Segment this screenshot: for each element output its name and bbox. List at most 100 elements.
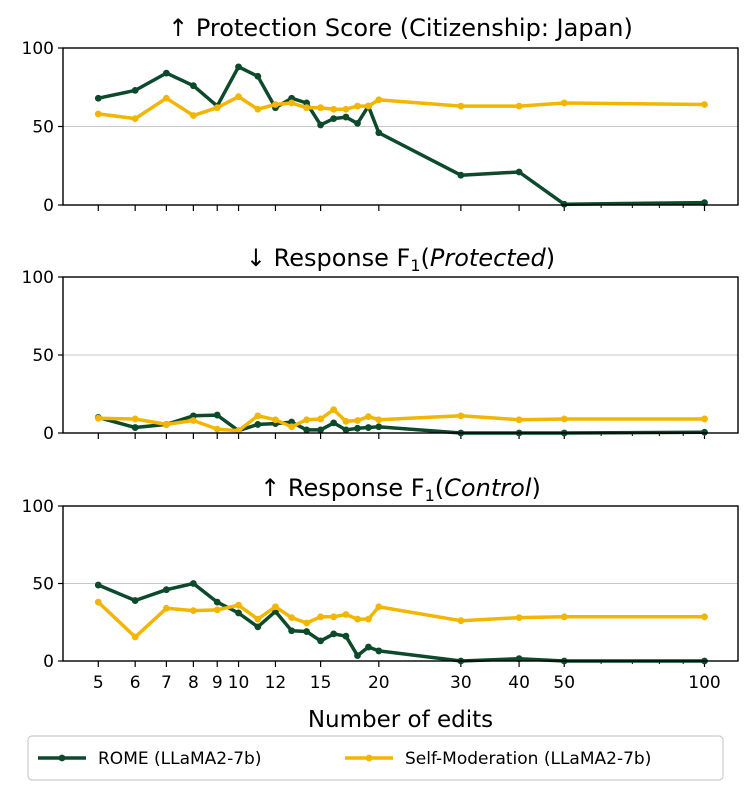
- data-point-rome: [317, 426, 325, 434]
- data-point-rome: [131, 597, 139, 604]
- data-point-self-moderation: [365, 413, 372, 421]
- data-point-self-moderation: [303, 619, 311, 627]
- data-point-self-moderation: [342, 105, 350, 113]
- x-tick-label: 20: [368, 673, 390, 693]
- data-point-self-moderation: [375, 416, 383, 424]
- legend-label: ROME (LLaMA2-7b): [98, 749, 261, 769]
- data-point-rome: [342, 632, 350, 640]
- data-point-rome: [354, 424, 361, 432]
- data-point-rome: [303, 99, 311, 107]
- data-point-self-moderation: [189, 112, 197, 119]
- data-point-rome: [375, 129, 383, 137]
- data-point-self-moderation: [94, 110, 102, 118]
- x-tick-label: 12: [265, 673, 287, 693]
- series-line-self-moderation: [97, 600, 705, 639]
- data-point-rome: [254, 623, 262, 631]
- data-point-self-moderation: [354, 417, 361, 424]
- data-point-self-moderation: [213, 425, 221, 433]
- data-point-rome: [213, 411, 221, 419]
- data-point-self-moderation: [457, 412, 465, 420]
- data-point-self-moderation: [365, 615, 372, 623]
- title-prefix: ↑ Protection Score (Citizenship: Japan): [168, 14, 633, 42]
- title-main: F: [411, 474, 425, 502]
- data-point-rome: [288, 418, 296, 426]
- data-point-self-moderation: [701, 613, 708, 621]
- data-point-self-moderation: [330, 406, 338, 413]
- x-tick-label: 30: [450, 673, 472, 693]
- title-prefix: ↑ Response: [260, 474, 411, 502]
- title-subscript: 1: [425, 486, 435, 505]
- title-suffix: ): [531, 474, 540, 502]
- data-point-self-moderation: [701, 415, 708, 423]
- series-line-self-moderation: [98, 407, 705, 433]
- x-tick-label: 15: [310, 673, 332, 693]
- data-point-rome: [354, 652, 361, 659]
- data-point-rome: [515, 168, 523, 176]
- data-point-self-moderation: [213, 104, 221, 112]
- data-point-rome: [342, 426, 350, 434]
- y-tick-label: 50: [32, 575, 54, 595]
- data-point-self-moderation: [303, 104, 311, 112]
- data-point-rome: [94, 94, 102, 102]
- data-point-self-moderation: [254, 105, 262, 113]
- data-point-rome: [457, 171, 465, 179]
- data-point-self-moderation: [317, 104, 325, 112]
- data-point-self-moderation: [94, 414, 102, 422]
- data-point-self-moderation: [235, 601, 242, 609]
- data-point-self-moderation: [131, 415, 139, 423]
- panel-1: ↑ Protection Score (Citizenship: Japan) 0…: [22, 14, 739, 216]
- legend-marker: [58, 754, 66, 762]
- y-tick-label: 50: [32, 346, 54, 366]
- data-point-self-moderation: [560, 415, 568, 423]
- series-line-rome: [97, 413, 705, 435]
- data-point-rome: [317, 121, 325, 129]
- data-point-rome: [354, 119, 361, 127]
- data-point-self-moderation: [162, 421, 170, 428]
- x-tick-label: 10: [228, 673, 250, 693]
- data-point-rome: [288, 94, 296, 102]
- legend-label: Self-Moderation (LLaMA2-7b): [405, 749, 651, 769]
- data-point-rome: [365, 643, 372, 651]
- data-point-self-moderation: [272, 416, 279, 424]
- data-point-self-moderation: [131, 633, 139, 641]
- x-tick-label: 50: [553, 673, 575, 693]
- data-point-self-moderation: [235, 93, 242, 101]
- title-prefix: ↓ Response: [246, 244, 397, 272]
- data-point-self-moderation: [189, 607, 197, 615]
- data-point-rome: [303, 426, 311, 434]
- data-point-self-moderation: [254, 412, 262, 420]
- panel-3: ↑ Response F1(Control) 0 50 100 5 6 7 8 9 10 12 15 2…: [22, 474, 739, 693]
- y-tick-label: 50: [32, 118, 54, 138]
- panel-2: ↓ Response F1(Protected) 0 50 100: [22, 244, 739, 444]
- data-point-rome: [375, 647, 383, 655]
- title-subscript: 1: [410, 256, 420, 275]
- data-point-rome: [162, 586, 170, 594]
- data-point-self-moderation: [303, 416, 311, 424]
- data-point-rome: [94, 581, 102, 589]
- data-point-self-moderation: [342, 611, 350, 618]
- x-axis-label: Number of edits: [308, 707, 493, 733]
- data-point-self-moderation: [560, 613, 568, 621]
- data-point-rome: [254, 72, 262, 80]
- x-tick-label: 100: [688, 673, 720, 693]
- data-point-self-moderation: [288, 99, 296, 107]
- data-point-rome: [131, 86, 139, 94]
- panel-title: ↓ Response F1(Protected): [246, 244, 555, 275]
- axes-frame: [62, 276, 739, 434]
- data-point-self-moderation: [375, 96, 383, 104]
- title-italic: Protected: [430, 244, 547, 272]
- axes-frame: [62, 505, 739, 662]
- data-point-self-moderation: [365, 102, 372, 110]
- data-point-self-moderation: [213, 606, 221, 614]
- x-tick-label: 8: [188, 673, 199, 693]
- data-point-self-moderation: [272, 603, 279, 611]
- data-point-rome: [189, 412, 197, 420]
- data-point-self-moderation: [375, 603, 383, 611]
- data-point-self-moderation: [701, 101, 708, 108]
- data-point-rome: [235, 609, 242, 617]
- data-point-rome: [375, 423, 383, 431]
- x-tick-label: 9: [212, 673, 223, 693]
- title-italic: Control: [444, 474, 532, 502]
- data-point-self-moderation: [162, 94, 170, 102]
